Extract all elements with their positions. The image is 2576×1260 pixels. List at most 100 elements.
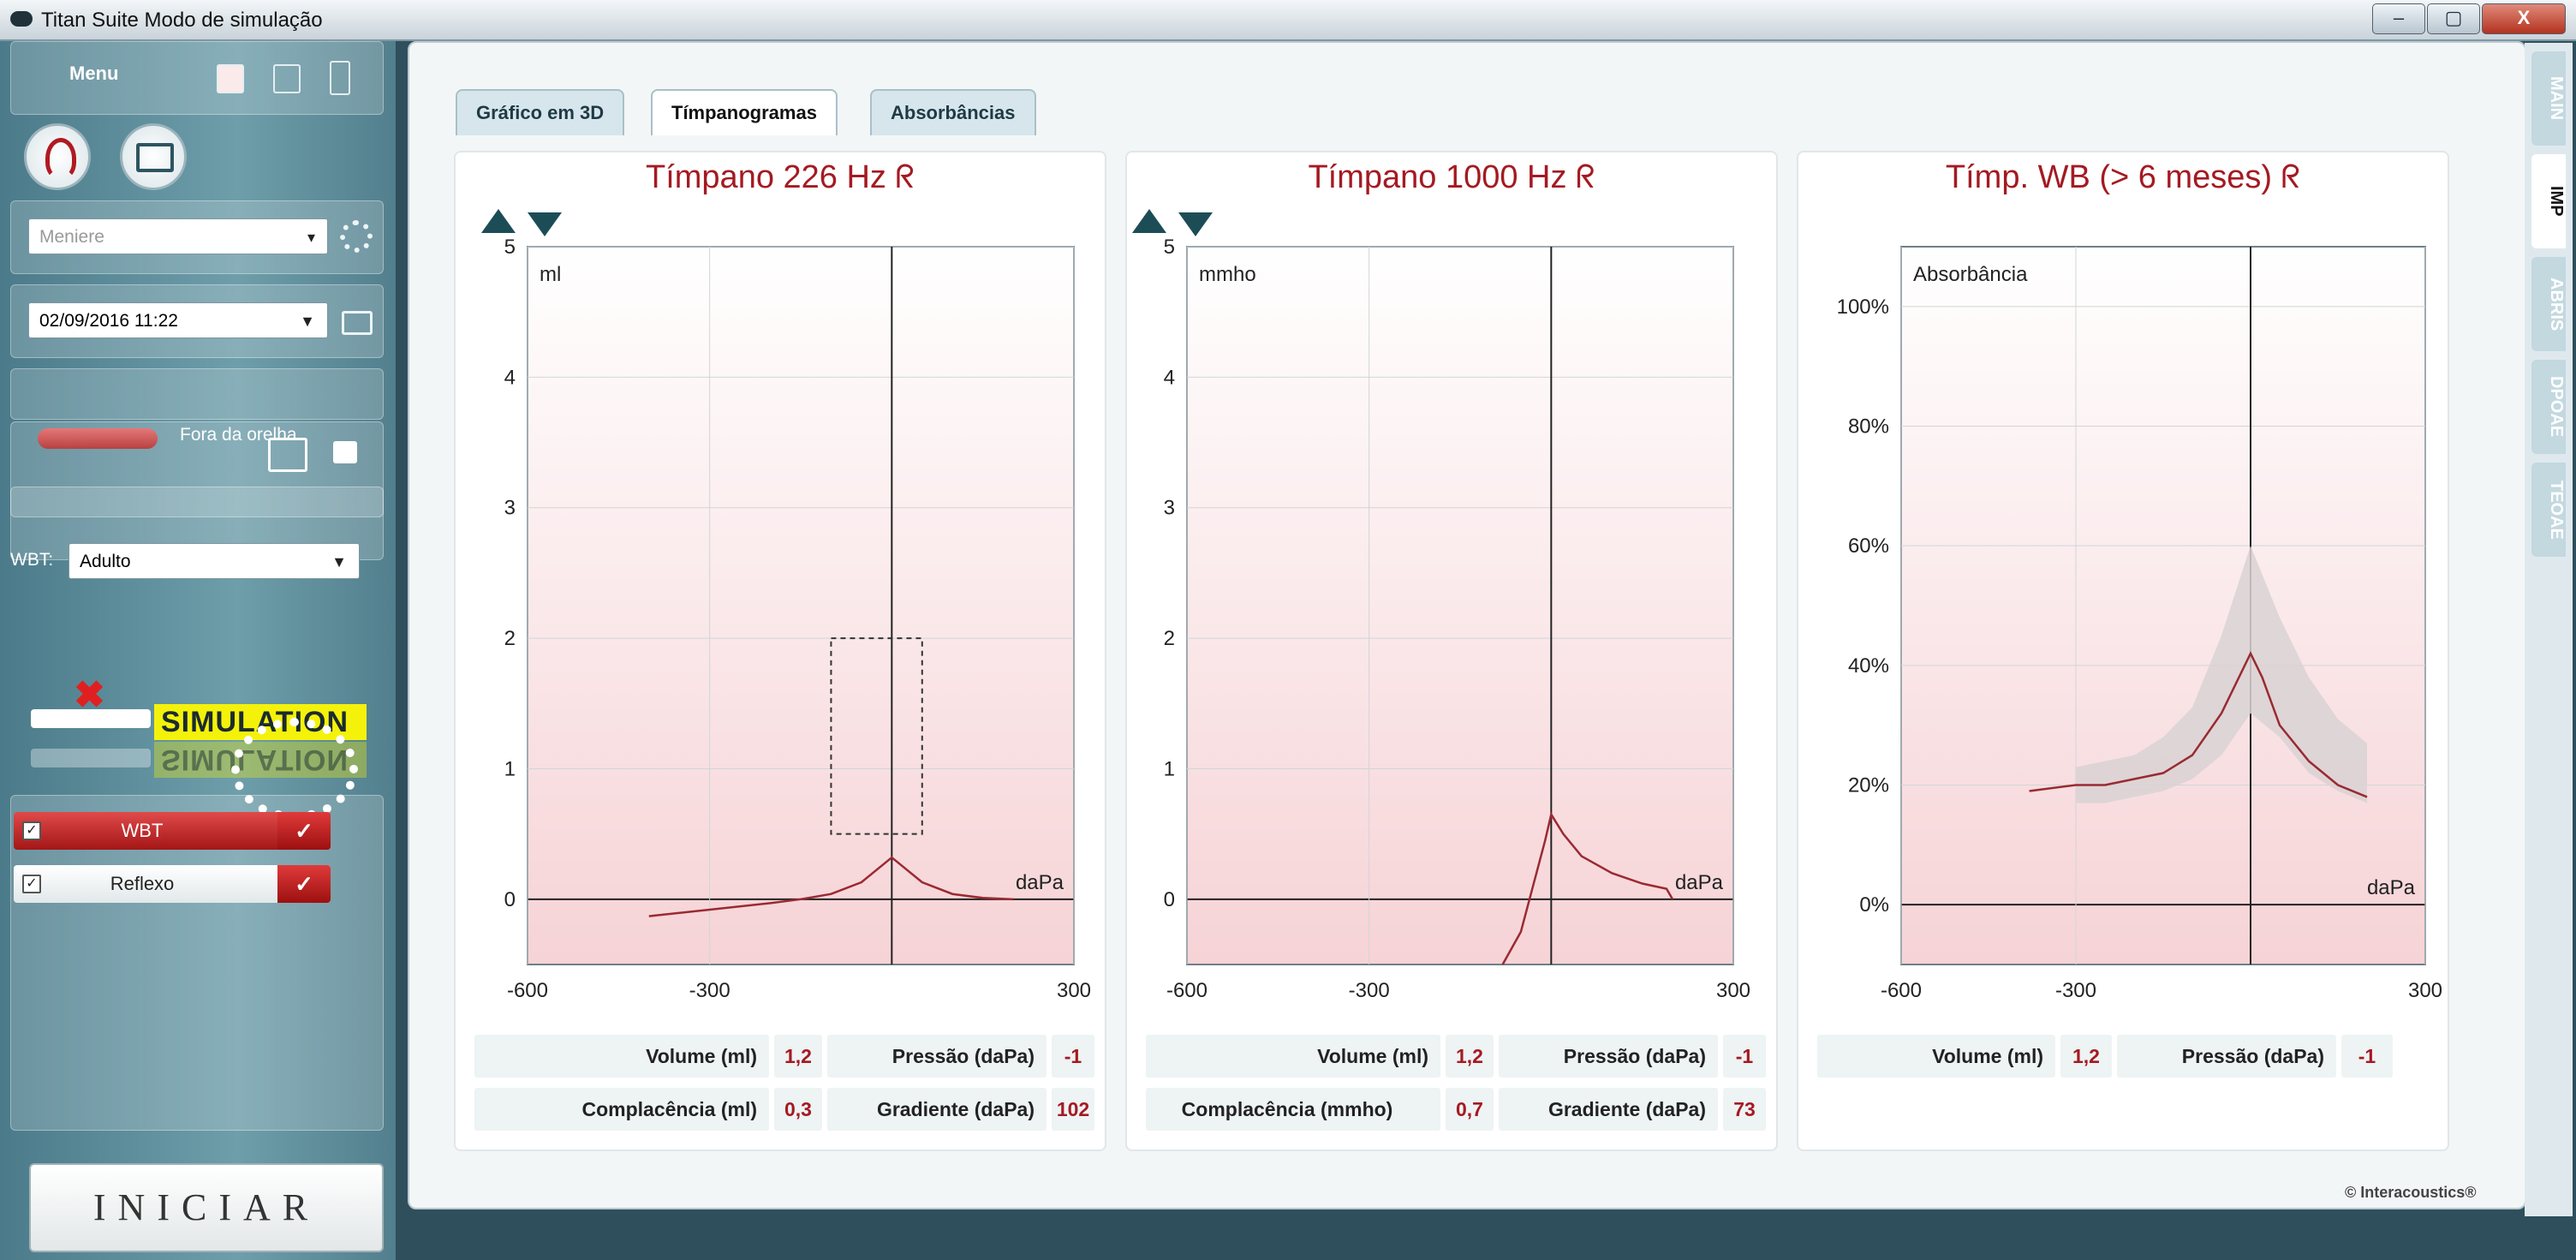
x-tick-label: -600 (1166, 979, 1208, 1002)
y-unit-label: Absorbância (1913, 263, 2028, 286)
exit-icon[interactable] (330, 61, 350, 95)
ear-icon (45, 138, 76, 179)
ear-button[interactable] (24, 123, 91, 190)
readout-value: 0,3 (774, 1088, 822, 1131)
scale-up-button[interactable] (481, 209, 516, 233)
y-tick-label: 2 (1164, 627, 1175, 650)
menu-label[interactable]: Menu (69, 63, 119, 84)
x-tick-label: -300 (2055, 979, 2096, 1002)
chart-title-text: Tímpano 226 Hz (646, 159, 886, 195)
scale-down-button[interactable] (1178, 212, 1213, 236)
side-tab-imp[interactable]: IMP (2531, 154, 2566, 248)
x-unit-label: daPa (1016, 871, 1064, 894)
checkbox-icon[interactable]: ✓ (22, 875, 41, 893)
start-button[interactable]: INICIAR (29, 1163, 384, 1252)
test-item-label: Reflexo (110, 873, 175, 894)
y-tick-label: 0 (1164, 888, 1175, 911)
x-unit-label: daPa (2367, 876, 2416, 899)
side-tab-dpoae[interactable]: DPOAE (2531, 360, 2566, 454)
plot-area (1186, 246, 1734, 965)
y-tick-label: 2 (504, 627, 516, 650)
y-tick-label: 20% (1848, 774, 1889, 797)
readout-value: 1,2 (1446, 1035, 1494, 1078)
y-tick-label: 80% (1848, 415, 1889, 439)
plot-area (1900, 246, 2426, 965)
maximize-button[interactable]: ▢ (2427, 3, 2480, 34)
comment-icon[interactable] (333, 441, 357, 463)
readout-label: Complacência (mmho) (1146, 1088, 1440, 1131)
y-tick-label: 5 (1164, 236, 1175, 259)
window-title: Titan Suite Modo de simulação (41, 9, 323, 32)
save-icon[interactable] (273, 64, 301, 93)
check-icon: ✓ (277, 865, 331, 903)
y-tick-label: 60% (1848, 534, 1889, 558)
x-tick-label: -300 (1349, 979, 1390, 1002)
tympanogram-226-panel: Tímpano 226 Hz ᖇ 0 1 2 3 4 5 -600 -300 300 ml daPa… (454, 151, 1106, 1151)
readout-value: 1,2 (2060, 1035, 2112, 1078)
normative-band (2076, 546, 2367, 803)
disconnected-icon: ✖ (74, 674, 105, 716)
x-tick-label: -300 (689, 979, 730, 1002)
y-tick-label: 5 (504, 236, 516, 259)
tab-tympanograms[interactable]: Tímpanogramas (651, 89, 838, 135)
probe-status-panel (10, 368, 384, 420)
y-tick-label: 1 (504, 757, 516, 780)
tab-3d-chart[interactable]: Gráfico em 3D (456, 89, 625, 135)
protocol-panel: Meniere ▾ (10, 200, 384, 274)
plug-reflection-icon (31, 749, 151, 767)
minimize-button[interactable]: – (2372, 3, 2425, 34)
tab-absorbances[interactable]: Absorbâncias (870, 89, 1036, 135)
close-button[interactable]: X (2482, 3, 2566, 34)
side-tab-teoae[interactable]: TEOAE (2531, 463, 2566, 557)
scale-up-button[interactable] (1132, 209, 1166, 233)
scale-down-button[interactable] (528, 212, 562, 236)
menu-panel: Menu (10, 41, 384, 115)
y-tick-label: 1 (1164, 757, 1175, 780)
readout-value: 0,7 (1446, 1088, 1494, 1131)
test-item-label: WBT (121, 820, 164, 841)
gear-icon[interactable] (340, 220, 373, 253)
readout-value: 102 (1052, 1088, 1094, 1131)
session-datetime-value: 02/09/2016 11:22 (39, 311, 178, 331)
readout-label: Volume (ml) (1146, 1035, 1440, 1078)
readout-label: Gradiente (daPa) (1499, 1088, 1718, 1131)
side-tab-abris[interactable]: ABRIS (2531, 257, 2566, 351)
readout-value: -1 (1723, 1035, 1766, 1078)
chart-title: Tímpano 1000 Hz ᖇ (1127, 159, 1776, 196)
probe-status-text: Fora da orelha (180, 425, 297, 445)
y-tick-label: 3 (1164, 497, 1175, 520)
y-unit-label: ml (540, 263, 561, 286)
check-icon: ✓ (277, 812, 331, 850)
tympanogram-curve (1501, 811, 1674, 965)
test-item-reflexo[interactable]: ✓ Reflexo ✓ (14, 865, 331, 903)
side-tab-main[interactable]: MAIN (2531, 51, 2566, 146)
tympanogram-1000-panel: Tímpano 1000 Hz ᖇ 0 1 2 3 4 5 -600 -300 300 mmho d… (1125, 151, 1778, 1151)
normative-box (830, 637, 923, 835)
chart-title: Tímpano 226 Hz ᖇ (456, 159, 1105, 196)
tympanogram-curve (648, 856, 1014, 917)
y-tick-label: 0 (504, 888, 516, 911)
plug-icon (31, 709, 151, 728)
session-datetime-select[interactable]: 02/09/2016 11:22 ▼ (28, 302, 328, 338)
pdf-icon[interactable] (217, 64, 244, 93)
x-tick-label: 300 (2408, 979, 2442, 1002)
tympanogram-226-chart[interactable]: 0 1 2 3 4 5 -600 -300 300 ml daPa (456, 152, 1105, 1035)
tympanogram-wb-chart[interactable]: 0% 20% 40% 60% 80% 100% -600 -300 300 Absorbância… (1798, 152, 2448, 1035)
add-note-icon[interactable] (268, 438, 307, 472)
chart-title: Tímp. WB (> 6 meses) ᖇ (1798, 159, 2448, 196)
x-tick-label: 300 (1057, 979, 1091, 1002)
session-import-icon[interactable] (342, 311, 373, 335)
wbt-label: WBT: (10, 550, 54, 570)
checkbox-icon[interactable]: ✓ (22, 821, 41, 840)
main-content: Gráfico em 3D Tímpanogramas Absorbâncias… (408, 41, 2526, 1209)
tympanogram-1000-chart[interactable]: 0 1 2 3 4 5 -600 -300 300 mmho daPa (1127, 152, 1776, 1035)
y-tick-label: 0% (1859, 893, 1889, 917)
probe-status-indicator (38, 428, 158, 449)
test-item-wbt[interactable]: ✓ WBT ✓ (14, 812, 331, 850)
x-tick-label: 300 (1716, 979, 1750, 1002)
copyright-footer: © Interacoustics® (2345, 1184, 2477, 1201)
wbt-select[interactable]: Adulto ▼ (69, 543, 360, 579)
monitor-button[interactable] (120, 123, 187, 190)
protocol-select[interactable]: Meniere ▾ (28, 218, 328, 254)
monitor-icon (136, 143, 174, 172)
